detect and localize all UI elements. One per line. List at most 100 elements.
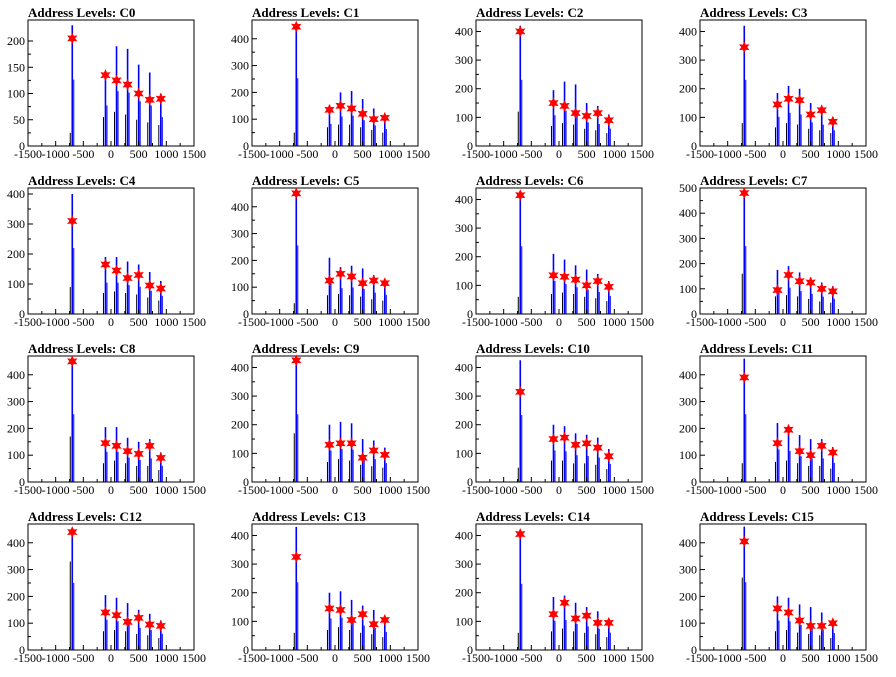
- x-tick-label: 1000: [378, 147, 402, 161]
- x-tick-label: 500: [578, 315, 596, 329]
- x-tick-label: -500: [296, 483, 318, 497]
- y-tick-label: 100: [455, 446, 473, 460]
- x-tick-label: 1000: [826, 315, 850, 329]
- peak-marker: [739, 41, 750, 54]
- y-tick-label: 500: [679, 181, 697, 195]
- panel-7: Address Levels: C70100200300400500-1500-…: [679, 173, 878, 329]
- x-tick-label: 1500: [630, 315, 654, 329]
- y-tick-label: 100: [7, 277, 25, 291]
- x-tick-label: 1500: [630, 483, 654, 497]
- x-tick-label: -1500: [238, 315, 266, 329]
- y-tick-label: 0: [691, 307, 697, 321]
- panel-11: Address Levels: C11 0 100 200 300 400 -1500 -10…: [679, 341, 878, 497]
- x-tick-label: 500: [130, 315, 148, 329]
- x-tick-label: -1500: [462, 315, 490, 329]
- x-tick-label: 1000: [826, 651, 850, 665]
- peak-marker: [603, 616, 614, 629]
- y-tick-label: 400: [679, 368, 697, 382]
- y-tick-label: 100: [455, 614, 473, 628]
- panel-8: Address Levels: C8 0 100 200 300 400 -1500 -100…: [7, 341, 206, 497]
- x-tick-label: 1500: [182, 315, 206, 329]
- peak-marker: [291, 550, 302, 563]
- peak-marker: [346, 613, 357, 626]
- x-tick-label: -1000: [266, 315, 294, 329]
- x-tick-label: 0: [332, 483, 338, 497]
- x-tick-label: -500: [520, 147, 542, 161]
- peak-marker: [548, 97, 559, 109]
- panel-title: Address Levels: C13: [252, 509, 366, 524]
- peak-marker: [346, 437, 357, 450]
- y-tick-label: 200: [7, 247, 25, 261]
- y-tick-label: 100: [455, 278, 473, 292]
- x-tick-label: -500: [72, 483, 94, 497]
- peak-marker: [772, 437, 783, 450]
- peak-marker: [100, 69, 111, 82]
- x-tick-label: 500: [578, 651, 596, 665]
- x-tick-label: -1500: [14, 147, 42, 161]
- peak-marker: [357, 451, 368, 464]
- y-tick-label: 400: [231, 528, 249, 542]
- y-tick-label: 200: [679, 421, 697, 435]
- x-tick-label: -1500: [462, 147, 490, 161]
- plot-frame: [699, 19, 867, 147]
- peak-marker: [379, 448, 390, 461]
- x-tick-label: -500: [520, 315, 542, 329]
- x-tick-label: -500: [72, 651, 94, 665]
- y-tick-label: 300: [7, 395, 25, 409]
- panel-9: Address Levels: C9 0 100 200 300 400 -1500 -100…: [231, 341, 430, 497]
- panel-2: Address Levels: C2 0 100 200 300 400 -1500 -100…: [455, 5, 654, 161]
- y-tick-label: 0: [691, 139, 697, 153]
- peak-marker: [581, 609, 592, 622]
- peak-marker: [515, 25, 526, 38]
- panel-title: Address Levels: C3: [700, 5, 808, 20]
- x-tick-label: 1500: [854, 315, 878, 329]
- peak-marker: [827, 115, 838, 128]
- x-tick-label: -1000: [714, 483, 742, 497]
- x-tick-label: -1500: [686, 315, 714, 329]
- x-tick-label: -500: [296, 315, 318, 329]
- x-tick-label: 0: [108, 147, 114, 161]
- x-tick-label: 500: [130, 483, 148, 497]
- x-tick-label: 1500: [854, 147, 878, 161]
- y-tick-label: 200: [455, 82, 473, 96]
- peak-marker: [548, 433, 559, 445]
- peak-marker: [559, 270, 570, 283]
- panel-0: Address Levels: C0 0 50 100 150 200 -1500 -1000…: [7, 5, 206, 161]
- panel-1: Address Levels: C1 0 100 200 300 400 -1500 -100…: [231, 5, 430, 161]
- peak-marker: [794, 614, 805, 627]
- x-tick-label: 500: [354, 651, 372, 665]
- peak-marker: [559, 431, 570, 444]
- panel-5: Address Levels: C5 0 100 200 300 400 -1500 -100…: [231, 173, 430, 329]
- y-tick-label: 0: [467, 307, 473, 321]
- panel-title: Address Levels: C4: [28, 173, 136, 188]
- peak-marker: [827, 285, 838, 298]
- panel-title: Address Levels: C15: [700, 509, 814, 524]
- plot-frame: [27, 187, 195, 315]
- peak-marker: [783, 268, 794, 281]
- plot-frame: [27, 523, 195, 651]
- plot-frame: [699, 523, 867, 651]
- y-tick-label: 100: [231, 280, 249, 294]
- peak-marker: [335, 437, 346, 450]
- x-tick-label: -500: [744, 315, 766, 329]
- x-tick-label: -1000: [714, 315, 742, 329]
- peak-marker: [603, 280, 614, 293]
- x-tick-label: 0: [780, 315, 786, 329]
- peak-marker: [570, 273, 581, 286]
- y-tick-label: 200: [679, 82, 697, 96]
- x-tick-label: -1500: [238, 147, 266, 161]
- plot-frame: [251, 187, 419, 315]
- x-tick-label: 0: [780, 651, 786, 665]
- x-tick-label: 0: [556, 147, 562, 161]
- x-tick-label: -1000: [714, 651, 742, 665]
- peak-marker: [783, 606, 794, 619]
- x-tick-label: 1500: [406, 483, 430, 497]
- x-tick-label: -1500: [462, 483, 490, 497]
- peak-marker: [346, 102, 357, 115]
- plot-frame: [475, 355, 643, 483]
- y-tick-label: 300: [7, 563, 25, 577]
- panel-title: Address Levels: C2: [476, 5, 583, 20]
- y-tick-label: 300: [231, 227, 249, 241]
- y-tick-label: 0: [243, 475, 249, 489]
- peak-marker: [100, 258, 111, 271]
